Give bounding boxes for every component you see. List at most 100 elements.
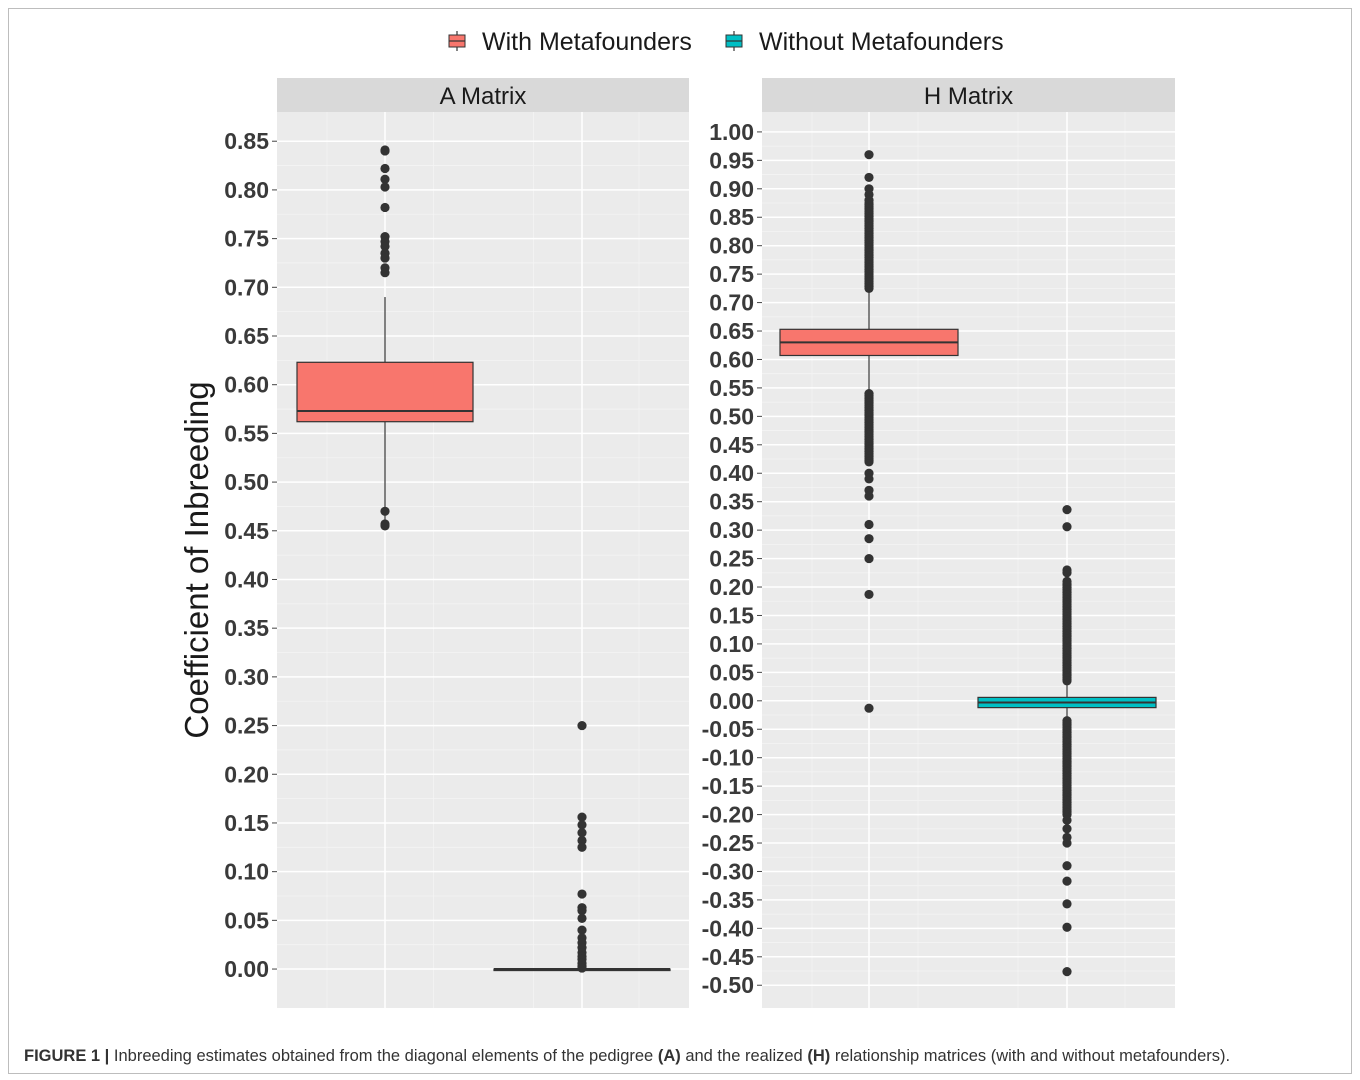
outlier-point: [864, 150, 874, 160]
legend-item-without: Without Metafounders: [725, 28, 1004, 56]
y-tick-label: 0.80: [709, 233, 754, 259]
caption-text-1: Inbreeding estimates obtained from the d…: [109, 1047, 658, 1065]
caption-text-2: and the realized: [680, 1047, 808, 1065]
outlier-point: [1062, 838, 1072, 848]
panel-title: A Matrix: [440, 83, 527, 110]
y-tick-label: 0.15: [709, 602, 754, 628]
caption-bold-a: (A): [657, 1047, 681, 1065]
y-tick-label: 0.45: [224, 518, 269, 544]
panel-a-matrix: A Matrix 0.00 0.05 0.10 0.15 0.20 0.25 0.30 0.35…: [224, 78, 689, 1008]
outlier-point: [380, 506, 390, 516]
y-tick-label: 0.20: [709, 574, 754, 600]
outlier-point: [1062, 716, 1072, 726]
y-tick-label: 0.40: [224, 566, 269, 592]
figure-caption: FIGURE 1 | Inbreeding estimates obtained…: [24, 1047, 1344, 1066]
box-plot-figure: With Metafounders Without Metafounders A M…: [178, 28, 1175, 1008]
outlier-point: [1062, 899, 1072, 909]
box-body: [296, 361, 474, 423]
outlier-point: [1062, 861, 1072, 871]
panel-background: [762, 112, 1175, 1008]
outlier-point: [380, 521, 390, 531]
y-tick-label: 0.05: [224, 907, 269, 933]
outlier-point: [864, 491, 874, 501]
panel-h-matrix: H Matrix-0.50-0.45-0.40-0.35-0.30-0.25-0…: [702, 78, 1175, 1008]
y-tick-label: 0.05: [709, 659, 754, 685]
outlier-point: [380, 253, 390, 263]
outlier-point: [380, 202, 390, 213]
outlier-point: [577, 720, 587, 731]
y-tick-label: 0.10: [709, 631, 754, 657]
caption-text-3: relationship matrices (with and without …: [830, 1047, 1231, 1065]
box-without-metafounders: [493, 720, 671, 973]
y-tick-label: -0.10: [702, 745, 754, 771]
panel-background: [277, 112, 689, 1008]
y-tick-label: 0.20: [224, 761, 269, 787]
y-tick-label: 0.65: [709, 318, 754, 344]
outlier-point: [864, 389, 874, 399]
outlier-point: [577, 812, 587, 822]
y-tick-label: 0.10: [224, 859, 269, 885]
y-tick-label: 0.85: [709, 204, 754, 230]
legend-label: With Metafounders: [482, 28, 692, 56]
outlier-point: [864, 172, 874, 183]
outlier-point: [864, 519, 874, 530]
y-tick-label: 0.30: [224, 664, 269, 690]
y-tick-label: 0.25: [224, 713, 269, 739]
outlier-point: [577, 913, 587, 924]
outlier-point: [577, 889, 587, 899]
y-tick-label: 0.00: [709, 688, 754, 714]
y-tick-label: 0.50: [709, 403, 754, 429]
y-tick-label: -0.20: [702, 802, 754, 828]
outlier-point: [1062, 966, 1072, 977]
outlier-point: [1062, 568, 1072, 578]
box-with-metafounders: [296, 145, 474, 531]
y-tick-label: 0.55: [709, 375, 754, 401]
y-tick-label: 0.35: [224, 615, 269, 641]
outlier-point: [1062, 824, 1072, 834]
y-tick-label: -0.50: [702, 972, 754, 998]
outlier-point: [577, 925, 587, 935]
caption-bold-h: (H): [807, 1047, 831, 1065]
outlier-point: [380, 182, 390, 192]
box-with-metafounders: [779, 150, 959, 713]
y-tick-label: -0.25: [702, 830, 755, 856]
outlier-point: [380, 268, 390, 278]
y-tick-label: 0.80: [224, 177, 269, 203]
legend-label: Without Metafounders: [759, 28, 1004, 56]
y-tick-label: 0.70: [709, 290, 754, 316]
outlier-point: [1062, 576, 1072, 586]
y-tick-label: -0.40: [702, 915, 754, 941]
y-tick-label: -0.30: [702, 858, 754, 884]
outlier-point: [864, 553, 874, 564]
outlier-point: [577, 828, 587, 838]
y-tick-label: 0.90: [709, 176, 754, 202]
caption-figure-label: FIGURE 1 |: [24, 1047, 110, 1065]
outlier-point: [864, 534, 874, 544]
panel-title: H Matrix: [924, 83, 1013, 110]
y-tick-label: 0.60: [224, 372, 269, 398]
y-tick-label: 1.00: [709, 119, 754, 145]
y-tick-label: 0.70: [224, 274, 269, 300]
outlier-point: [864, 474, 874, 484]
panel-strip: [277, 78, 689, 112]
box-without-metafounders: [977, 505, 1157, 977]
y-tick-label: 0.00: [224, 956, 269, 982]
outlier-point: [380, 163, 390, 174]
y-tick-label: 0.50: [224, 469, 269, 495]
y-tick-label: 0.65: [224, 323, 269, 349]
outlier-point: [1062, 505, 1072, 515]
outlier-point: [577, 820, 587, 830]
outlier-point: [577, 842, 587, 852]
y-tick-label: -0.05: [702, 716, 755, 742]
outlier-point: [1062, 922, 1072, 932]
legend-item-with: With Metafounders: [448, 28, 692, 56]
y-tick-label: 0.40: [709, 460, 754, 486]
outlier-point: [380, 174, 390, 184]
y-tick-label: 0.15: [224, 810, 269, 836]
y-tick-label: 0.75: [224, 226, 269, 252]
outlier-point: [864, 589, 874, 600]
y-tick-label: 0.35: [709, 489, 754, 515]
outlier-point: [577, 906, 587, 916]
figure-frame: [8, 8, 1352, 1074]
y-tick-label: 0.55: [224, 420, 269, 446]
